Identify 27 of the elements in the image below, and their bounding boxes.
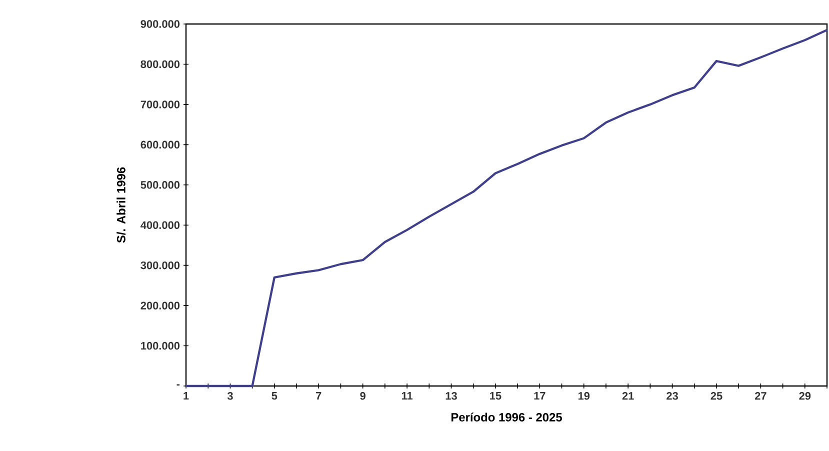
x-tick-label: 25	[710, 392, 722, 400]
x-tick-label: 27	[754, 392, 766, 400]
y-tick-label: 300.000	[140, 261, 180, 270]
x-tick-label: 19	[578, 392, 590, 400]
y-tick-label: -	[176, 384, 180, 386]
x-tick-label: 5	[272, 392, 278, 400]
x-tick-label: 29	[799, 392, 811, 400]
x-tick-label: 17	[534, 392, 546, 400]
x-tick-label: 23	[666, 392, 678, 400]
y-tick-label: 800.000	[140, 60, 180, 68]
x-tick-label: 7	[316, 392, 322, 400]
x-tick-label: 15	[490, 392, 502, 400]
x-axis-title: Período 1996 - 2025	[451, 412, 562, 422]
y-tick-label: 500.000	[140, 181, 180, 189]
y-tick-label: 400.000	[140, 221, 180, 229]
x-tick-label: 1	[184, 392, 189, 400]
y-tick-label: 700.000	[140, 100, 180, 108]
y-tick-label: 900.000	[140, 20, 180, 28]
x-tick-label: 13	[446, 392, 457, 400]
y-tick-label: 100.000	[141, 342, 180, 350]
x-tick-label: 21	[622, 392, 634, 400]
y-tick-label: 600.000	[140, 140, 180, 149]
x-tick-label: 11	[402, 392, 413, 400]
y-tick-label: 200.000	[140, 302, 180, 310]
x-tick-label: 3	[227, 392, 233, 400]
x-tick-label: 9	[360, 392, 366, 400]
y-axis-title: S/. Abril 1996	[116, 167, 126, 243]
